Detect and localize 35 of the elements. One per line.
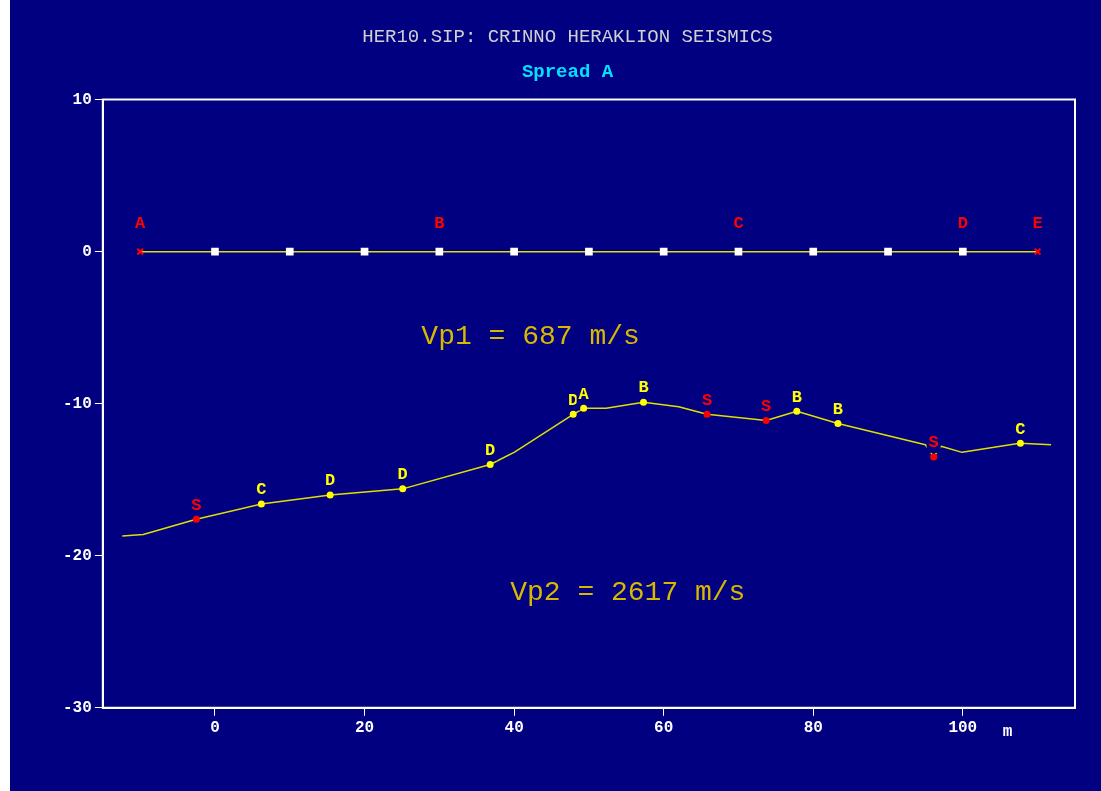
- data-label: S: [928, 433, 939, 453]
- chart-subtitle: Spread A: [521, 60, 614, 83]
- x-tick-label: 60: [654, 719, 674, 738]
- data-label: A: [578, 384, 590, 404]
- annotation: Vp2 = 2617 m/s: [510, 576, 746, 608]
- data-label: B: [434, 213, 445, 233]
- y-tick-label: 0: [82, 242, 92, 261]
- data-label: D: [397, 465, 408, 485]
- y-tick-label: -30: [62, 698, 92, 717]
- data-label: S: [701, 390, 713, 410]
- data-label: E: [1032, 213, 1043, 233]
- data-label: D: [325, 471, 336, 491]
- data-label: B: [638, 378, 649, 398]
- x-tick-label: 20: [354, 719, 375, 738]
- x-tick-label: 100: [948, 719, 978, 738]
- data-label: B: [791, 387, 802, 407]
- y-tick-label: 10: [72, 90, 92, 109]
- annotation: Vp1 = 687 m/s: [421, 321, 640, 353]
- x-tick-label: 0: [210, 719, 220, 738]
- data-label: B: [832, 399, 844, 419]
- data-label: D: [485, 440, 496, 460]
- chart-title: HER10.SIP: CRINNO HERAKLION SEISMICS: [362, 26, 773, 49]
- data-label: C: [733, 213, 744, 233]
- x-tick-label: 80: [803, 719, 823, 738]
- data-label: S: [761, 396, 772, 416]
- data-label: S: [191, 495, 202, 515]
- x-tick-label: 40: [504, 719, 524, 738]
- data-label: D: [568, 390, 579, 410]
- data-label: A: [135, 213, 147, 233]
- y-tick-label: -20: [62, 546, 92, 565]
- y-tick-label: -10: [62, 394, 92, 413]
- data-label: C: [1015, 419, 1026, 439]
- x-axis-title: m: [1002, 722, 1013, 741]
- data-label: C: [256, 480, 267, 500]
- data-label: D: [957, 213, 968, 233]
